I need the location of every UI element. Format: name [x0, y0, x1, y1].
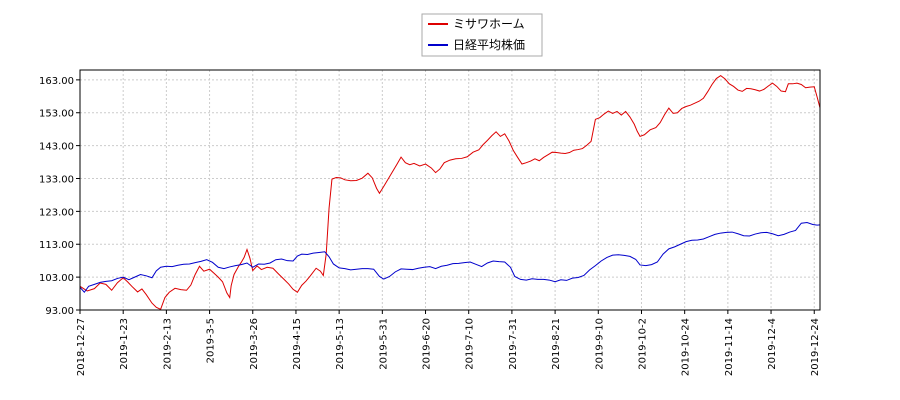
x-tick-label: 2019-9-10 [594, 318, 605, 370]
x-tick-label: 2019-2-13 [162, 318, 173, 370]
series-line-2 [79, 222, 821, 294]
y-tick-label: 103.00 [39, 273, 74, 284]
x-tick-label: 2018-12-27 [76, 318, 87, 376]
series-line-1 [79, 74, 821, 311]
x-tick-label: 2019-3-5 [206, 318, 217, 363]
x-tick-label: 2019-5-13 [335, 318, 346, 370]
y-tick-label: 143.00 [39, 142, 74, 153]
legend: ミサワホーム 日経平均株価 [421, 13, 543, 57]
y-tick-label: 153.00 [39, 109, 74, 120]
y-tick-label: 123.00 [39, 207, 74, 218]
x-tick-label: 2019-10-2 [637, 318, 648, 370]
x-tick-label: 2019-12-24 [810, 318, 821, 376]
x-tick-label: 2019-10-24 [681, 318, 692, 376]
grid [79, 70, 820, 311]
legend-label-series-1: ミサワホーム [453, 17, 525, 31]
series-group [79, 74, 821, 311]
x-tick-label: 2019-6-20 [422, 318, 433, 370]
x-tick-label: 2019-12-4 [767, 318, 778, 370]
y-tick-label: 163.00 [39, 76, 74, 87]
legend-box [421, 13, 543, 57]
x-tick-label: 2019-3-26 [249, 318, 260, 370]
x-tick-label: 2019-8-21 [551, 318, 562, 370]
y-tick-label: 133.00 [39, 174, 74, 185]
plot-frame [79, 69, 821, 311]
x-tick-label: 2019-11-14 [724, 318, 735, 376]
legend-label-series-2: 日経平均株価 [453, 37, 525, 52]
axes: 93.00 103.00 113.00 123.00 133.00 143.00 153.0… [39, 69, 821, 376]
y-tick-label: 93.00 [45, 306, 74, 317]
y-tick-label: 113.00 [39, 240, 74, 251]
x-tick-label: 2019-1-23 [119, 318, 130, 370]
x-tick-label: 2019-7-10 [465, 318, 476, 370]
x-tick-label: 2019-7-31 [508, 318, 519, 370]
x-tick-label: 2019-4-15 [292, 318, 303, 370]
x-tick-label: 2019-5-31 [378, 318, 389, 370]
